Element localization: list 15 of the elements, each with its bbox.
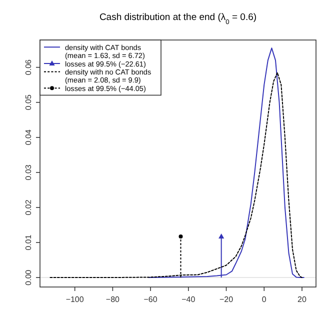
x-tick-label: −60 bbox=[144, 295, 158, 304]
x-tick-label: 20 bbox=[298, 295, 307, 304]
x-tick-label: −80 bbox=[106, 295, 120, 304]
x-tick-label: 0 bbox=[262, 295, 267, 304]
chart-title: Cash distribution at the end (λ$_{0}$ = 0.6) bbox=[99, 12, 257, 26]
x-tick-label: −100 bbox=[66, 295, 84, 304]
y-tick-label: 0.02 bbox=[24, 199, 33, 216]
y-tick-label: 0.04 bbox=[24, 129, 33, 146]
y-tick-label: 0.03 bbox=[24, 164, 33, 180]
y-tick-label: 0.01 bbox=[24, 234, 33, 250]
y-tick-label: 0.00 bbox=[24, 269, 33, 286]
y-tick-label: 0.06 bbox=[24, 58, 33, 76]
y-tick-label: 0.05 bbox=[24, 94, 33, 110]
x-tick-label: −20 bbox=[219, 295, 234, 304]
x-tick-label: −40 bbox=[182, 295, 196, 304]
